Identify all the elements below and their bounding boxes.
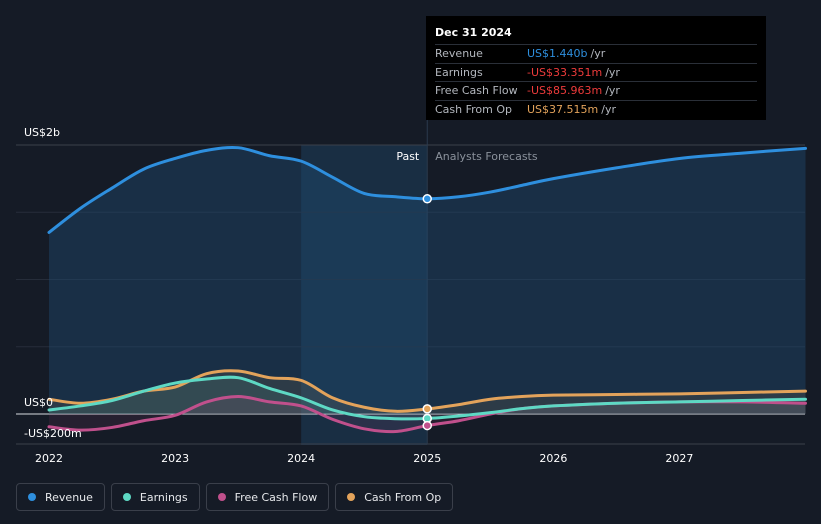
tooltip-unit: /yr — [590, 47, 606, 60]
chart-legend: Revenue Earnings Free Cash Flow Cash Fro… — [16, 483, 454, 511]
legend-label: Free Cash Flow — [234, 490, 318, 504]
legend-dot-icon — [122, 493, 131, 501]
data-point-marker — [422, 420, 432, 431]
legend-item-earnings[interactable]: Earnings — [110, 483, 200, 511]
legend-item-free-cash-flow[interactable]: Free Cash Flow — [205, 483, 330, 511]
x-tick-label: 2026 — [539, 452, 567, 465]
y-tick-label: -US$200m — [24, 427, 82, 440]
x-tick-label: 2023 — [161, 452, 189, 465]
series-area-earnings — [49, 377, 806, 419]
legend-label: Revenue — [45, 490, 93, 504]
legend-label: Earnings — [139, 490, 188, 504]
tooltip-row-earnings: Earnings -US$33.351m /yr — [435, 62, 757, 82]
tooltip: Dec 31 2024 Revenue US$1.440b /yr Earnin… — [426, 16, 766, 120]
legend-item-cash-from-op[interactable]: Cash From Op — [335, 483, 454, 511]
x-tick-label: 2022 — [35, 452, 63, 465]
legend-item-revenue[interactable]: Revenue — [16, 483, 105, 511]
x-tick-label: 2025 — [413, 452, 441, 465]
forecast-label: Analysts Forecasts — [435, 150, 538, 163]
tooltip-row-free-cash-flow: Free Cash Flow -US$85.963m /yr — [435, 81, 757, 100]
tooltip-label: Earnings — [435, 65, 483, 79]
tooltip-label: Revenue — [435, 47, 483, 60]
x-tick-label: 2024 — [287, 452, 315, 465]
revenue-area — [49, 147, 806, 414]
tooltip-label: Cash From Op — [435, 102, 513, 116]
x-tick-label: 2027 — [665, 452, 693, 465]
legend-dot-icon — [347, 493, 356, 501]
tooltip-unit: /yr — [605, 65, 620, 79]
series-line-revenue — [47, 145, 807, 234]
legend-label: Cash From Op — [364, 490, 442, 504]
y-tick-label: US$0 — [24, 396, 53, 409]
tooltip-unit: /yr — [601, 102, 616, 116]
tooltip-value: US$37.515m — [527, 102, 599, 116]
data-point-marker — [422, 194, 432, 204]
tooltip-value: -US$85.963m — [527, 84, 603, 97]
series-line-earnings — [47, 375, 807, 421]
past-highlight-band — [301, 145, 428, 445]
y-tick-label: US$2b — [24, 126, 60, 139]
tooltip-unit: /yr — [605, 84, 620, 97]
data-point-marker — [422, 404, 432, 414]
tooltip-value: -US$33.351m — [527, 65, 603, 79]
tooltip-date: Dec 31 2024 — [435, 26, 512, 39]
tooltip-row-revenue: Revenue US$1.440b /yr — [435, 44, 757, 63]
legend-dot-icon — [28, 493, 36, 501]
past-label: Past — [396, 150, 420, 163]
tooltip-label: Free Cash Flow — [435, 84, 518, 97]
tooltip-value: US$1.440b — [527, 47, 588, 60]
tooltip-row-cash-from-op: Cash From Op US$37.515m /yr — [435, 99, 757, 119]
legend-dot-icon — [217, 493, 226, 501]
